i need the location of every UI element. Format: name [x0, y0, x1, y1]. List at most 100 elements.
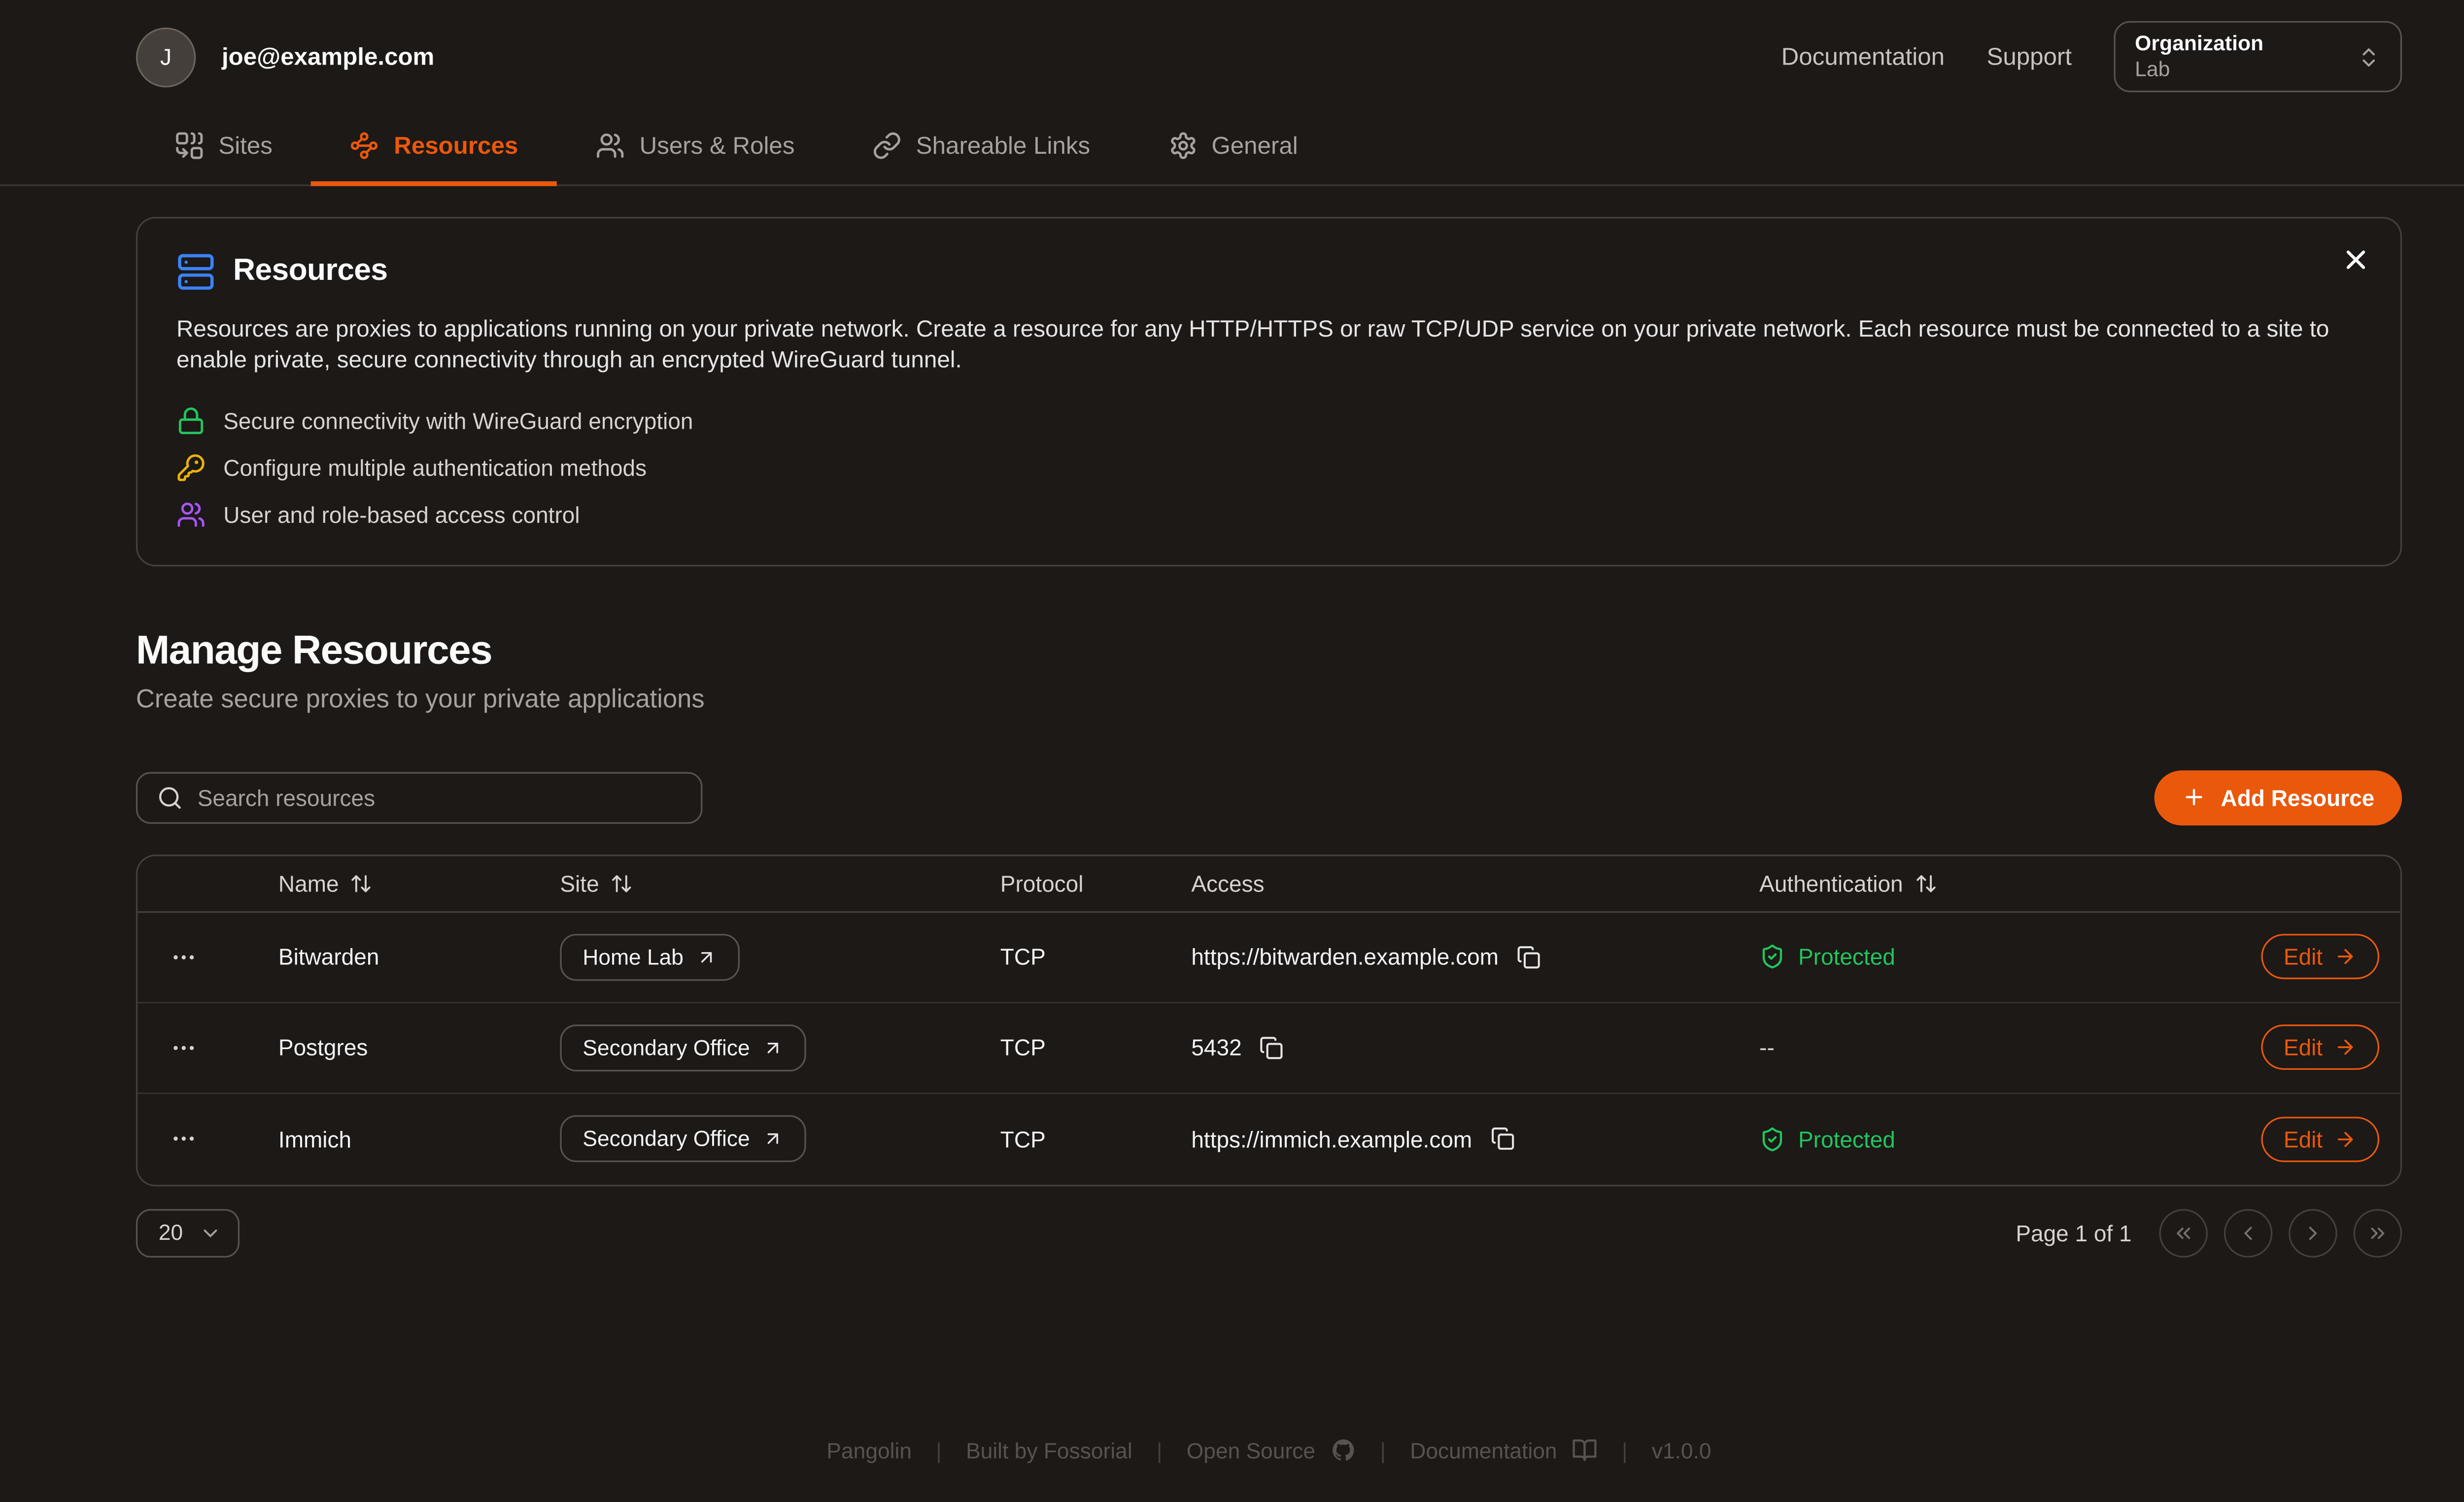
footer: Pangolin | Built by Fossorial | Open Sou…	[826, 1437, 1711, 1464]
resources-table: Name Site Protocol Access Authentication…	[136, 854, 2402, 1186]
organization-selector[interactable]: Organization Lab	[2114, 21, 2402, 93]
pagination-bar: 20 Page 1 of 1	[136, 1208, 2402, 1257]
plus-icon	[2182, 785, 2206, 810]
auth-status-none: --	[1759, 1034, 1775, 1060]
tab-general[interactable]: General	[1129, 112, 1337, 186]
edit-button[interactable]: Edit	[2260, 934, 2380, 980]
search-icon	[157, 785, 183, 811]
external-link-icon	[763, 1037, 784, 1058]
column-header-protocol: Protocol	[1000, 870, 1084, 896]
add-resource-button[interactable]: Add Resource	[2154, 770, 2402, 825]
sort-icon	[1915, 872, 1937, 894]
table-header-row: Name Site Protocol Access Authentication	[137, 855, 2400, 913]
chevron-left-icon	[2237, 1222, 2259, 1244]
account-section: J joe@example.com	[136, 27, 435, 87]
nav-tabs: Sites Resources Users & Roles Shareable …	[0, 112, 2464, 186]
chevron-right-icon	[2301, 1222, 2324, 1244]
info-card-description: Resources are proxies to applications ru…	[176, 317, 2329, 374]
footer-open-source-link[interactable]: Open Source	[1187, 1437, 1356, 1464]
resource-protocol: TCP	[1000, 1126, 1046, 1152]
edit-button[interactable]: Edit	[2260, 1116, 2380, 1162]
resource-name: Immich	[278, 1126, 352, 1152]
arrow-right-icon	[2334, 946, 2357, 968]
server-icon	[176, 252, 215, 291]
chevrons-up-down-icon	[2357, 44, 2381, 68]
auth-status-protected: Protected	[1759, 944, 1895, 970]
row-menu-icon[interactable]	[164, 1027, 204, 1068]
edit-button[interactable]: Edit	[2260, 1024, 2380, 1070]
previous-page-button[interactable]	[2224, 1208, 2273, 1257]
book-icon	[1572, 1437, 1598, 1464]
page-subtitle: Create secure proxies to your private ap…	[136, 685, 705, 714]
lock-icon	[176, 406, 205, 435]
organization-selector-label: Organization	[2135, 30, 2264, 55]
resource-access: https://bitwarden.example.com	[1191, 944, 1499, 970]
copy-icon[interactable]	[1490, 1127, 1514, 1151]
shield-check-icon	[1759, 944, 1785, 970]
external-link-icon	[696, 946, 718, 967]
resources-info-card: Resources Resources are proxies to appli…	[136, 217, 2402, 566]
toolbar: Add Resource	[136, 770, 2402, 825]
tab-resources[interactable]: Resources	[311, 112, 557, 186]
github-icon	[1330, 1437, 1356, 1464]
table-row: Immich Secondary Office TCP https://immi…	[137, 1093, 2400, 1184]
feature-access-control: User and role-based access control	[176, 500, 2361, 529]
support-link[interactable]: Support	[1986, 43, 2072, 70]
row-menu-icon[interactable]	[164, 937, 204, 977]
arrow-right-icon	[2334, 1036, 2357, 1059]
column-header-authentication[interactable]: Authentication	[1734, 870, 2223, 896]
link-icon	[872, 131, 901, 160]
tab-shareable-links[interactable]: Shareable Links	[833, 112, 1129, 186]
auth-status-protected: Protected	[1759, 1126, 1895, 1152]
close-icon[interactable]	[2340, 244, 2371, 275]
info-card-title: Resources	[233, 254, 388, 288]
page-size-select[interactable]: 20	[136, 1208, 240, 1257]
documentation-link[interactable]: Documentation	[1781, 43, 1945, 70]
table-row: Bitwarden Home Lab TCP https://bitwarden…	[137, 912, 2400, 1003]
resource-access: 5432	[1191, 1034, 1242, 1060]
avatar[interactable]: J	[136, 27, 196, 87]
shield-check-icon	[1759, 1126, 1785, 1152]
users-icon	[176, 500, 205, 529]
column-header-name[interactable]: Name	[252, 870, 534, 896]
footer-built-by: Built by Fossorial	[966, 1438, 1132, 1463]
tab-users-roles[interactable]: Users & Roles	[557, 112, 833, 186]
manage-section: Manage Resources Create secure proxies t…	[136, 627, 2402, 715]
column-header-site[interactable]: Site	[534, 870, 974, 896]
footer-documentation-link[interactable]: Documentation	[1410, 1437, 1597, 1464]
user-email: joe@example.com	[221, 43, 435, 70]
footer-brand: Pangolin	[826, 1438, 912, 1463]
chevrons-left-icon	[2172, 1222, 2195, 1244]
feature-wireguard: Secure connectivity with WireGuard encry…	[176, 406, 2361, 435]
top-bar: J joe@example.com Documentation Support …	[0, 0, 2464, 93]
sort-icon	[350, 872, 373, 894]
resource-name: Bitwarden	[278, 944, 379, 970]
chevron-down-icon	[199, 1222, 222, 1244]
external-link-icon	[763, 1128, 784, 1150]
resource-name: Postgres	[278, 1034, 368, 1060]
organization-selector-value: Lab	[2135, 56, 2170, 81]
table-row: Postgres Secondary Office TCP 5432 -- Ed…	[137, 1003, 2400, 1094]
users-icon	[596, 131, 625, 160]
last-page-button[interactable]	[2353, 1208, 2402, 1257]
site-link[interactable]: Home Lab	[560, 933, 740, 981]
row-menu-icon[interactable]	[164, 1119, 204, 1159]
site-link[interactable]: Secondary Office	[560, 1024, 807, 1071]
arrow-right-icon	[2334, 1127, 2357, 1150]
copy-icon[interactable]	[1516, 945, 1540, 969]
search-box	[136, 771, 703, 823]
search-input[interactable]	[197, 784, 682, 811]
first-page-button[interactable]	[2159, 1208, 2208, 1257]
combine-icon	[175, 131, 204, 160]
next-page-button[interactable]	[2289, 1208, 2337, 1257]
copy-icon[interactable]	[1260, 1035, 1284, 1059]
avatar-initial: J	[160, 43, 172, 70]
resource-protocol: TCP	[1000, 944, 1046, 970]
footer-version: v1.0.0	[1651, 1438, 1711, 1463]
feature-authentication: Configure multiple authentication method…	[176, 453, 2361, 482]
waypoints-icon	[350, 131, 379, 160]
site-link[interactable]: Secondary Office	[560, 1115, 807, 1162]
tab-sites[interactable]: Sites	[136, 112, 311, 186]
page-status: Page 1 of 1	[2016, 1220, 2132, 1246]
